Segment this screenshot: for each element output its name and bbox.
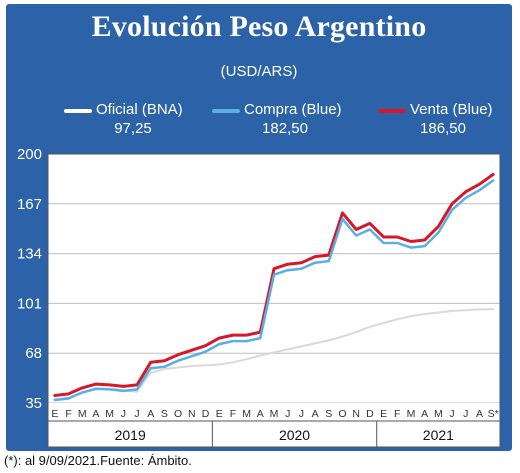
x-tick-label-month: M [434,408,443,420]
x-tick-label-month: J [449,408,454,420]
x-tick-label-month: S [161,408,168,420]
legend-value-compra: 182,50 [262,120,308,137]
x-tick-label-month: N [352,408,360,420]
x-tick-label-month: A [476,408,483,420]
x-tick-label-month: A [257,408,264,420]
x-tick-label-month: F [394,408,400,420]
legend-item-venta: Venta (Blue) 186,50 [378,101,508,141]
x-tick-label-month: D [366,408,374,420]
chart-subtitle: (USD/ARS) [220,63,298,80]
chart-title: Evolución Peso Argentino [91,10,427,43]
x-tick-label-month: S [325,408,332,420]
x-tick-label-month: E [216,408,223,420]
series-line-venta-blue [53,172,495,397]
x-tick-label-month: J [299,408,304,420]
x-tick-label-month: M [270,408,279,420]
legend-value-oficial: 97,25 [114,120,152,137]
y-tick-label-68: 68 [25,345,42,362]
x-year-label-2019: 2019 [115,427,146,443]
x-year-label-2021: 2021 [423,427,454,443]
x-tick-label-month: J [121,408,126,420]
footnote: (*): al 9/09/2021.Fuente: Ámbito. [4,453,192,468]
x-tick-label-month: S* [488,408,499,420]
x-tick-label-month: D [202,408,210,420]
y-tick-label-101: 101 [17,295,42,312]
y-tick-label-167: 167 [17,196,42,213]
legend-swatch-compra [212,109,240,113]
x-tick-label-month: E [380,408,387,420]
x-tick-label-month: J [285,408,290,420]
legend-label-venta: Venta (Blue) [410,101,493,118]
x-tick-label-month: J [463,408,468,420]
y-tick-label-35: 35 [25,395,42,412]
x-tick-label-month: A [147,408,154,420]
chart-frame: Evolución Peso Argentino (USD/ARS) Ofici… [6,4,512,451]
x-tick-label-month: M [242,408,251,420]
legend-value-venta: 186,50 [420,120,466,137]
x-tick-label-month: N [188,408,196,420]
legend-item-oficial: Oficial (BNA) 97,25 [64,101,202,141]
x-tick-label-month: O [174,408,182,420]
plot-border [47,153,501,448]
y-tick-label-200: 200 [17,146,42,163]
x-tick-label-month: M [105,408,114,420]
legend-swatch-oficial [64,109,92,113]
x-tick-label-month: J [134,408,139,420]
x-tick-label-month: M [407,408,416,420]
x-tick-label-month: M [78,408,87,420]
x-tick-label-month: O [338,408,346,420]
x-tick-label-month: A [421,408,428,420]
legend-label-compra: Compra (Blue) [244,101,342,118]
legend-swatch-venta [378,109,406,113]
x-tick-label-month: F [230,408,236,420]
x-axis-band [48,403,500,447]
x-tick-label-month: A [92,408,99,420]
x-tick-label-month: F [65,408,71,420]
x-tick-label-month: E [51,408,58,420]
y-tick-label-134: 134 [17,246,42,263]
legend-item-compra: Compra (Blue) 182,50 [212,101,358,141]
legend-label-oficial: Oficial (BNA) [96,101,183,118]
x-tick-label-month: A [312,408,319,420]
series-line-compra-blue [53,179,495,402]
x-year-label-2020: 2020 [279,427,310,443]
